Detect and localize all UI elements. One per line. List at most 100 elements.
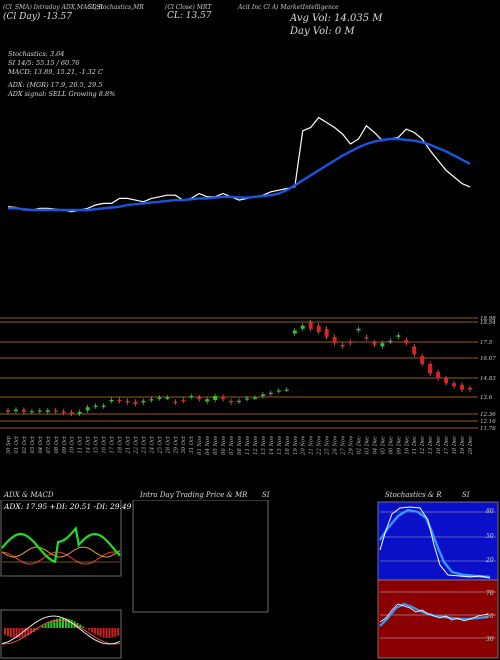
macd-histogram-bar (88, 628, 91, 631)
date-label: 19 Nov (293, 436, 299, 455)
date-label: 15 Nov (277, 436, 283, 455)
date-label: 13 Nov (261, 436, 267, 455)
date-label: 17 Oct (110, 435, 116, 453)
candle-up (268, 392, 273, 394)
price-level-label: 18.98 (480, 316, 496, 322)
stochastics-readout: Stochastics: 3.64 (8, 50, 65, 58)
macd-histogram-bar (44, 624, 47, 628)
date-label: 24 Oct (149, 435, 155, 454)
candle-down (53, 410, 58, 412)
macd-histogram-bar (59, 618, 62, 628)
header-title-line1: (Cl_SMA) Intraday ADX,MACD,R (3, 4, 103, 11)
candle-up (29, 411, 34, 413)
macd-histogram-bar (15, 628, 18, 638)
rsi-lines (379, 591, 496, 639)
macd-histogram-bar (108, 628, 111, 638)
date-label: 30 Oct (181, 435, 187, 453)
date-label: 06 Dec (388, 436, 394, 454)
macd-readout: MACD: 13.89, 15.21, -1.32 C (8, 68, 103, 76)
date-label: 13 Dec (428, 436, 434, 454)
date-label: 18 Oct (118, 435, 124, 453)
price-level-label: 13.6 (480, 395, 493, 401)
date-label: 14 Oct (86, 435, 92, 453)
candle-down (332, 336, 337, 344)
date-label: 08 Nov (237, 436, 243, 455)
date-label: 27 Nov (341, 436, 347, 456)
date-label: 10 Oct (70, 435, 76, 453)
header-close-tag: (Cl Close) MRT (165, 4, 212, 11)
macd-histogram-bar (30, 628, 33, 634)
date-label: 16 Oct (102, 435, 108, 453)
price-level-label: 12.36 (480, 412, 496, 418)
rsi-line (379, 603, 489, 623)
stoch-d-line (379, 508, 491, 579)
minus-di-line (1, 551, 121, 565)
candle-down (428, 364, 433, 374)
date-label: 07 Nov (229, 436, 235, 455)
date-label: 10 Dec (404, 436, 410, 454)
date-label: 18 Dec (452, 436, 458, 454)
candle-up (213, 396, 218, 400)
macd-histogram-bar (27, 628, 30, 636)
macd-histogram-bar (64, 618, 67, 628)
rsi-level-70: 70 (486, 590, 494, 597)
candle-down (308, 322, 313, 329)
candle-up (380, 343, 385, 347)
date-label: 22 Nov (317, 436, 323, 456)
macd-histogram-bar (93, 628, 96, 635)
date-label: 04 Dec (372, 436, 378, 454)
candle-up (85, 407, 90, 411)
header-day-label: (Cl Day) -13.57 (3, 12, 72, 22)
macd-histogram-bar (9, 628, 12, 638)
candle-up (157, 397, 162, 399)
candle-down (460, 384, 465, 390)
stoch-panel-title-2: SI (462, 491, 470, 499)
macd-signal-line (1, 619, 121, 645)
candle-down (420, 356, 425, 364)
date-label: 26 Nov (333, 436, 339, 456)
date-axis: 30 Sep 01 Oct 02 Oct 03 Oct 04 Oct 07 Oct 08 O… (6, 435, 474, 456)
main-chart: 18.9818.5417.516.0714.8313.612.3612.1611… (0, 116, 496, 456)
macd-histogram-bar (24, 628, 27, 637)
candle-up (109, 400, 114, 402)
header-day-vol: Day Vol: 0 M (290, 26, 355, 37)
candle-up (141, 400, 146, 403)
date-label: 30 Sep (6, 435, 12, 454)
header-stoch-label: SI,Stochastics,MR (88, 4, 144, 11)
date-label: 25 Oct (157, 435, 163, 454)
candle-up (13, 409, 18, 412)
macd-line (1, 615, 121, 645)
candle-up (45, 410, 50, 412)
candle-up (189, 396, 194, 398)
date-label: 03 Dec (364, 436, 370, 454)
macd-histogram-bar (79, 624, 82, 628)
stoch-panel-title: Stochastics & R (385, 491, 442, 499)
macd-histogram-bar (41, 626, 44, 628)
candle-down (125, 400, 130, 403)
stoch-level-50: 50 (486, 533, 494, 540)
candle-down (229, 400, 234, 403)
date-label: 21 Oct (125, 435, 131, 454)
macd-histogram-bar (70, 619, 73, 628)
candle-down (181, 400, 186, 402)
macd-histogram-bar (56, 618, 59, 628)
candle-down (197, 397, 202, 400)
candle-up (300, 325, 305, 329)
candle-down (412, 346, 417, 355)
stochastics-lines (379, 506, 496, 579)
macd-histogram-bar (18, 628, 21, 638)
candlesticks (6, 320, 472, 416)
date-label: 29 Oct (173, 435, 179, 454)
date-label: 20 Nov (301, 436, 307, 456)
candle-down (404, 340, 409, 344)
price-level-label: 17.5 (480, 340, 493, 346)
price-level-label: 11.76 (480, 426, 496, 432)
date-label: 01 Nov (197, 436, 203, 455)
stoch-level-80: 80 (486, 508, 494, 515)
date-label: 21 Nov (309, 436, 315, 456)
macd-histogram-bar (47, 622, 50, 628)
date-label: 04 Oct (38, 435, 44, 453)
price-lines (7, 116, 471, 213)
candle-down (221, 396, 226, 400)
date-label: 01 Oct (14, 435, 20, 453)
